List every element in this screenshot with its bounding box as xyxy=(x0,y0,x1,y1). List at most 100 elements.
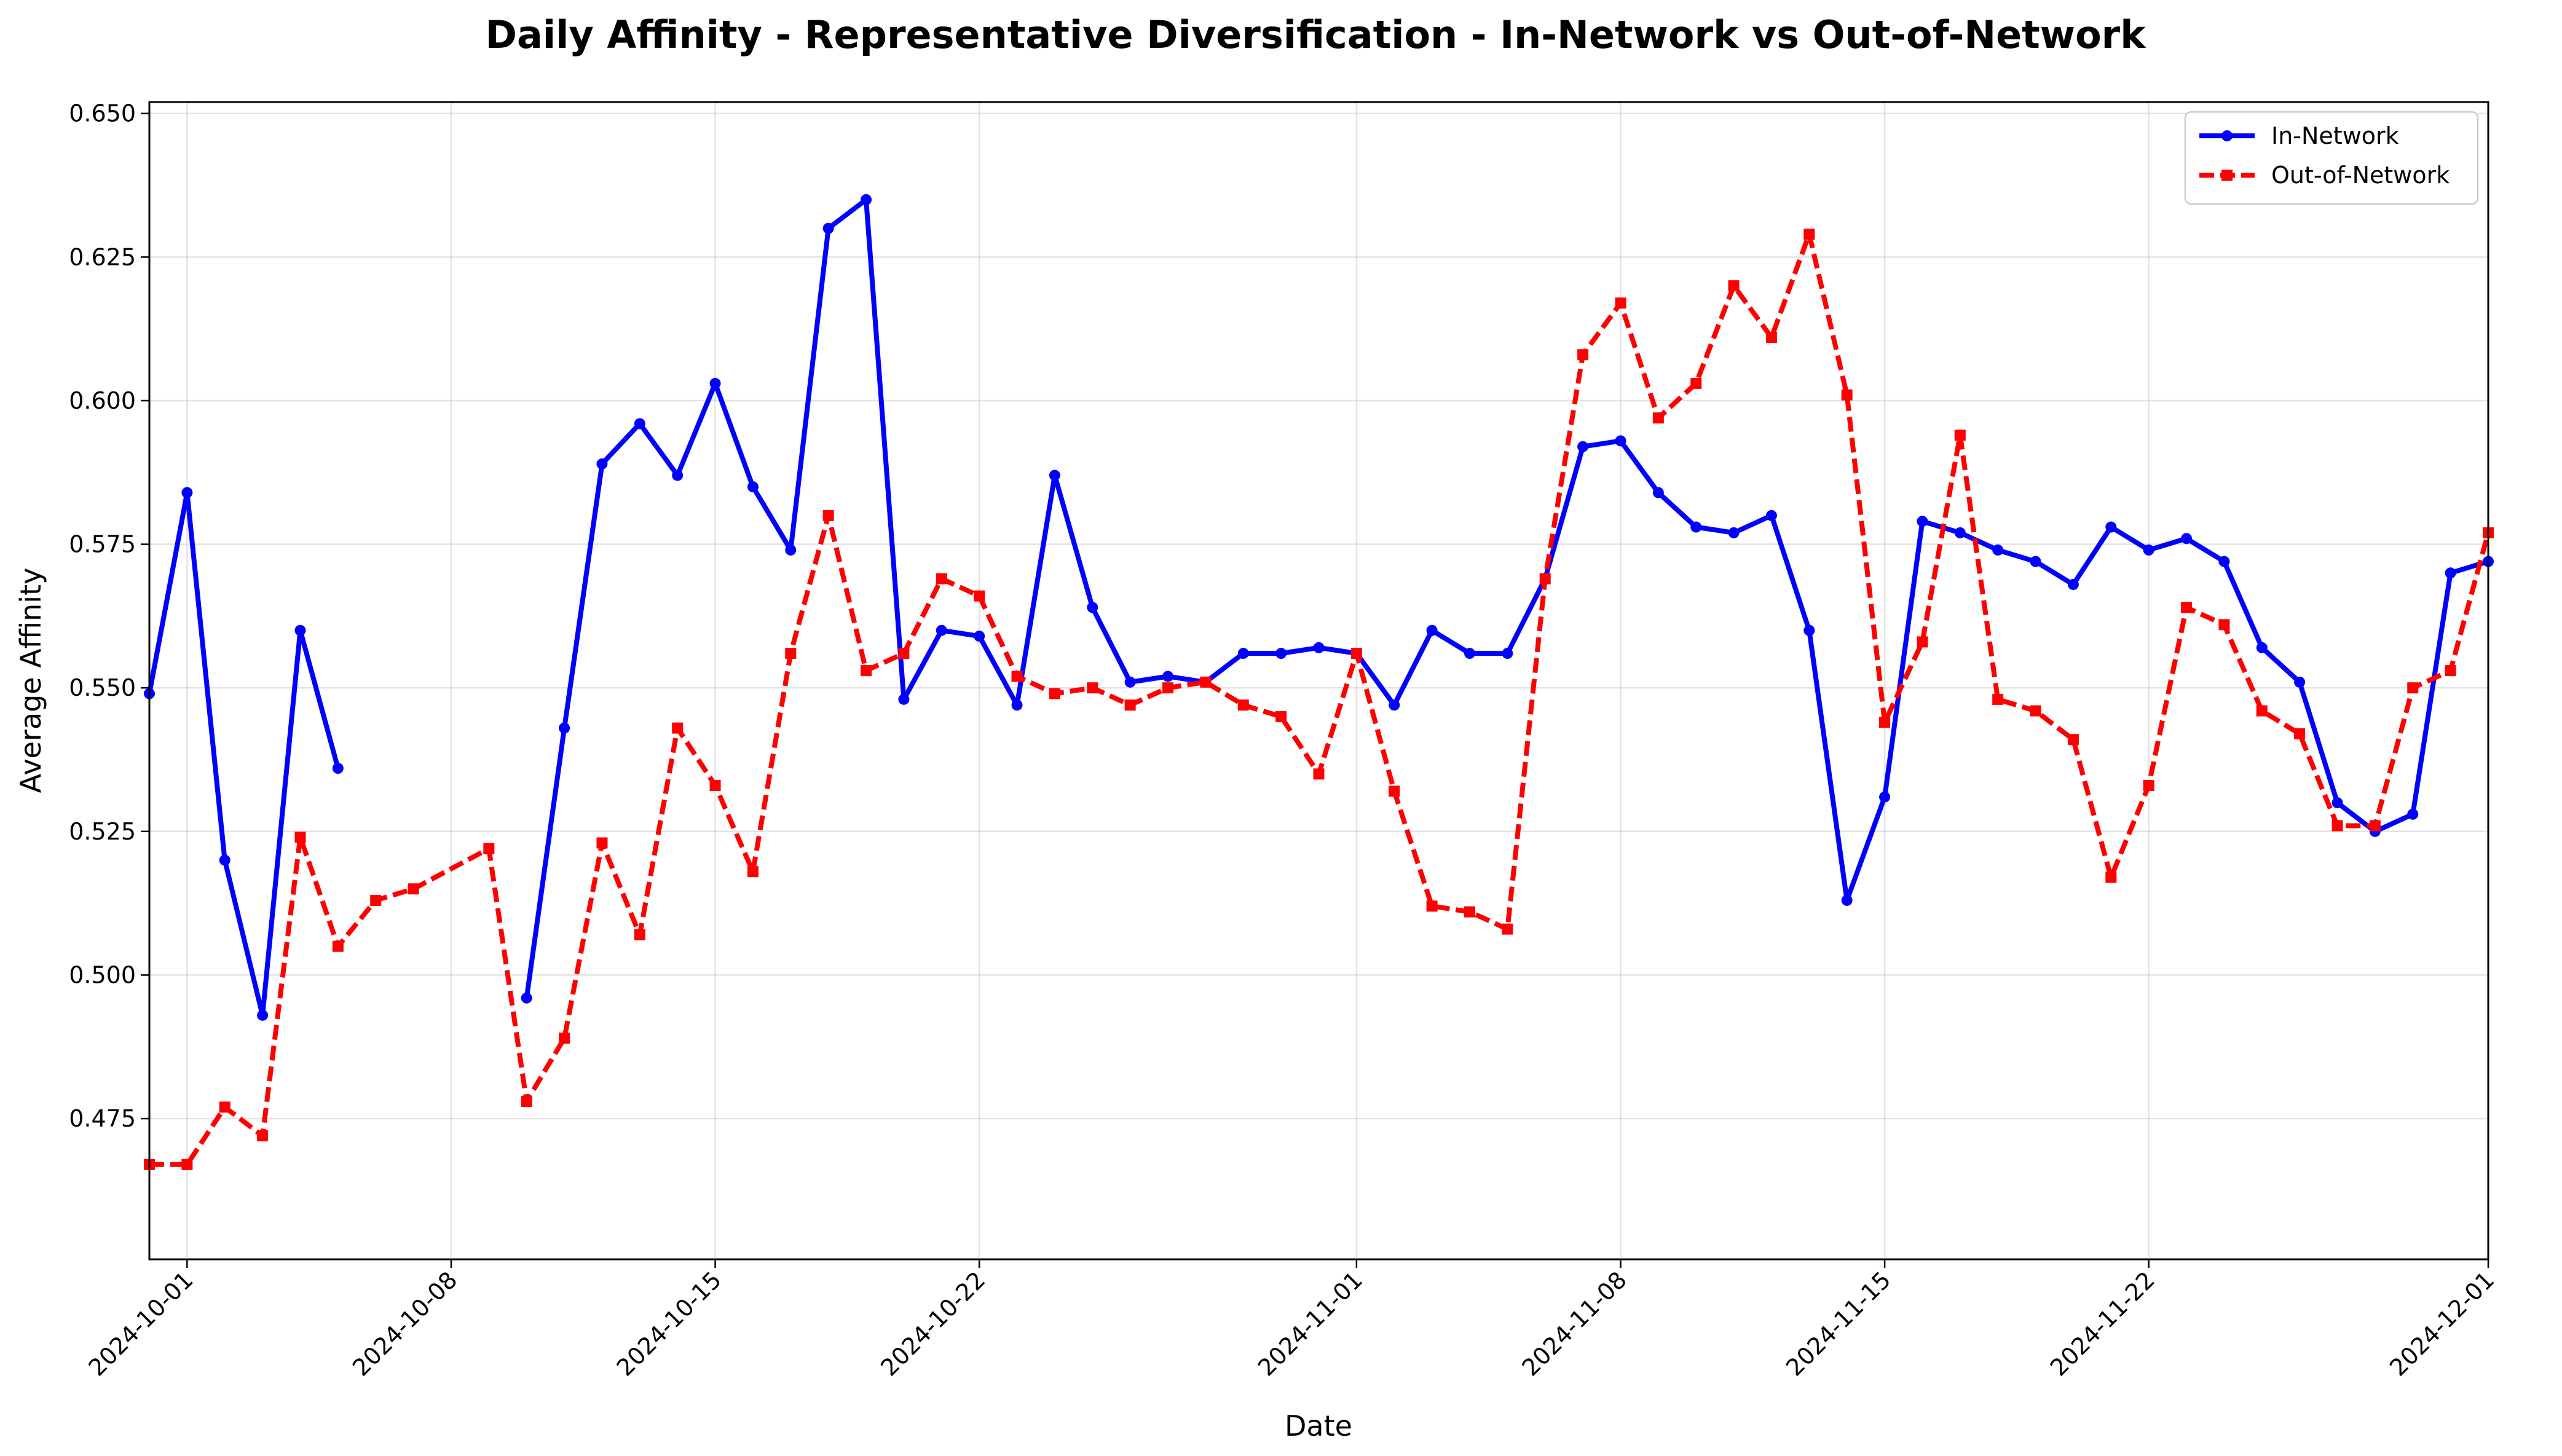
chart-title: Daily Affinity - Representative Diversif… xyxy=(486,12,2147,57)
y-tick-label: 0.600 xyxy=(69,387,136,414)
plot-frame xyxy=(148,101,2489,1261)
data-point xyxy=(785,544,797,556)
data-point xyxy=(1275,710,1287,722)
data-point xyxy=(1237,648,1249,659)
data-point xyxy=(1464,648,1475,659)
data-point xyxy=(1765,332,1777,344)
data-point xyxy=(785,648,797,659)
data-point xyxy=(2407,808,2419,820)
data-point xyxy=(2105,872,2117,883)
data-point xyxy=(1954,430,1966,441)
series-layer xyxy=(144,194,2494,1170)
data-point xyxy=(2143,780,2154,792)
y-tick-label: 0.550 xyxy=(69,674,136,701)
data-point xyxy=(2218,619,2230,631)
data-point xyxy=(2030,556,2041,567)
y-tick-label: 0.475 xyxy=(69,1105,136,1132)
data-point xyxy=(822,510,834,521)
data-point xyxy=(1917,516,1928,527)
data-point xyxy=(181,1159,193,1170)
data-point xyxy=(521,992,532,1004)
data-point xyxy=(898,693,910,705)
data-point xyxy=(2143,544,2154,556)
data-point xyxy=(559,722,570,734)
data-point xyxy=(1841,894,1853,906)
data-point xyxy=(709,780,721,792)
data-point xyxy=(1162,671,1174,682)
data-point xyxy=(1124,676,1136,688)
data-point xyxy=(521,1096,532,1108)
legend-marker-in-network xyxy=(2221,130,2233,141)
data-point xyxy=(294,832,306,843)
data-point xyxy=(1011,699,1023,711)
data-point xyxy=(974,590,985,602)
data-point xyxy=(219,1101,231,1113)
data-point xyxy=(2067,734,2079,746)
data-point xyxy=(936,624,947,636)
data-point xyxy=(2445,665,2456,677)
data-point xyxy=(1237,699,1249,711)
data-point xyxy=(1502,648,1513,659)
data-point xyxy=(181,487,193,498)
data-point xyxy=(1426,624,1438,636)
grid-layer xyxy=(149,102,2489,1259)
data-point xyxy=(1879,717,1891,728)
data-point xyxy=(1652,412,1664,423)
data-point xyxy=(596,837,608,849)
data-point xyxy=(672,470,684,481)
data-point xyxy=(408,883,419,895)
data-point xyxy=(1087,602,1098,613)
data-point xyxy=(294,624,306,636)
data-point xyxy=(2218,556,2230,567)
data-point xyxy=(634,929,645,941)
data-point xyxy=(822,222,834,234)
data-point xyxy=(1049,688,1060,699)
data-point xyxy=(1954,527,1966,538)
series-out-of-network xyxy=(144,228,2494,1170)
data-point xyxy=(2256,705,2268,717)
data-point xyxy=(596,458,608,470)
legend: In-Network Out-of-Network xyxy=(2184,111,2479,205)
data-point xyxy=(974,631,985,642)
data-point xyxy=(1577,441,1589,452)
data-point xyxy=(1803,624,1815,636)
data-point xyxy=(1313,642,1325,653)
data-point xyxy=(2331,820,2343,832)
data-point xyxy=(1615,297,1626,309)
data-point xyxy=(1539,573,1551,584)
data-point xyxy=(2369,820,2381,832)
data-point xyxy=(1917,636,1928,648)
data-point xyxy=(1200,676,1212,688)
data-point xyxy=(1803,228,1815,240)
data-point xyxy=(898,648,910,659)
data-point xyxy=(2181,533,2193,545)
data-point xyxy=(1690,377,1702,389)
series-line xyxy=(147,490,341,1018)
data-point xyxy=(1502,923,1513,935)
series-in-network xyxy=(144,194,2494,1021)
data-point xyxy=(1615,435,1626,447)
data-point xyxy=(257,1009,269,1021)
data-point xyxy=(936,573,947,584)
data-point xyxy=(1313,768,1325,780)
data-point xyxy=(219,854,231,866)
data-point xyxy=(2407,682,2419,694)
data-point xyxy=(2256,642,2268,653)
data-point xyxy=(747,866,759,878)
legend-marker-out-of-network xyxy=(2221,170,2233,181)
data-point xyxy=(1275,648,1287,659)
data-point xyxy=(332,940,344,952)
data-point xyxy=(709,377,721,389)
y-tick-label: 0.525 xyxy=(69,818,136,845)
data-point xyxy=(257,1130,269,1142)
data-point xyxy=(559,1033,570,1044)
data-point xyxy=(2030,705,2041,717)
plot-area xyxy=(149,102,2488,1259)
legend-box xyxy=(2184,111,2479,205)
data-point xyxy=(672,722,684,734)
data-point xyxy=(332,763,344,774)
data-point xyxy=(2181,602,2193,613)
data-point xyxy=(1841,389,1853,401)
data-point xyxy=(1124,699,1136,711)
